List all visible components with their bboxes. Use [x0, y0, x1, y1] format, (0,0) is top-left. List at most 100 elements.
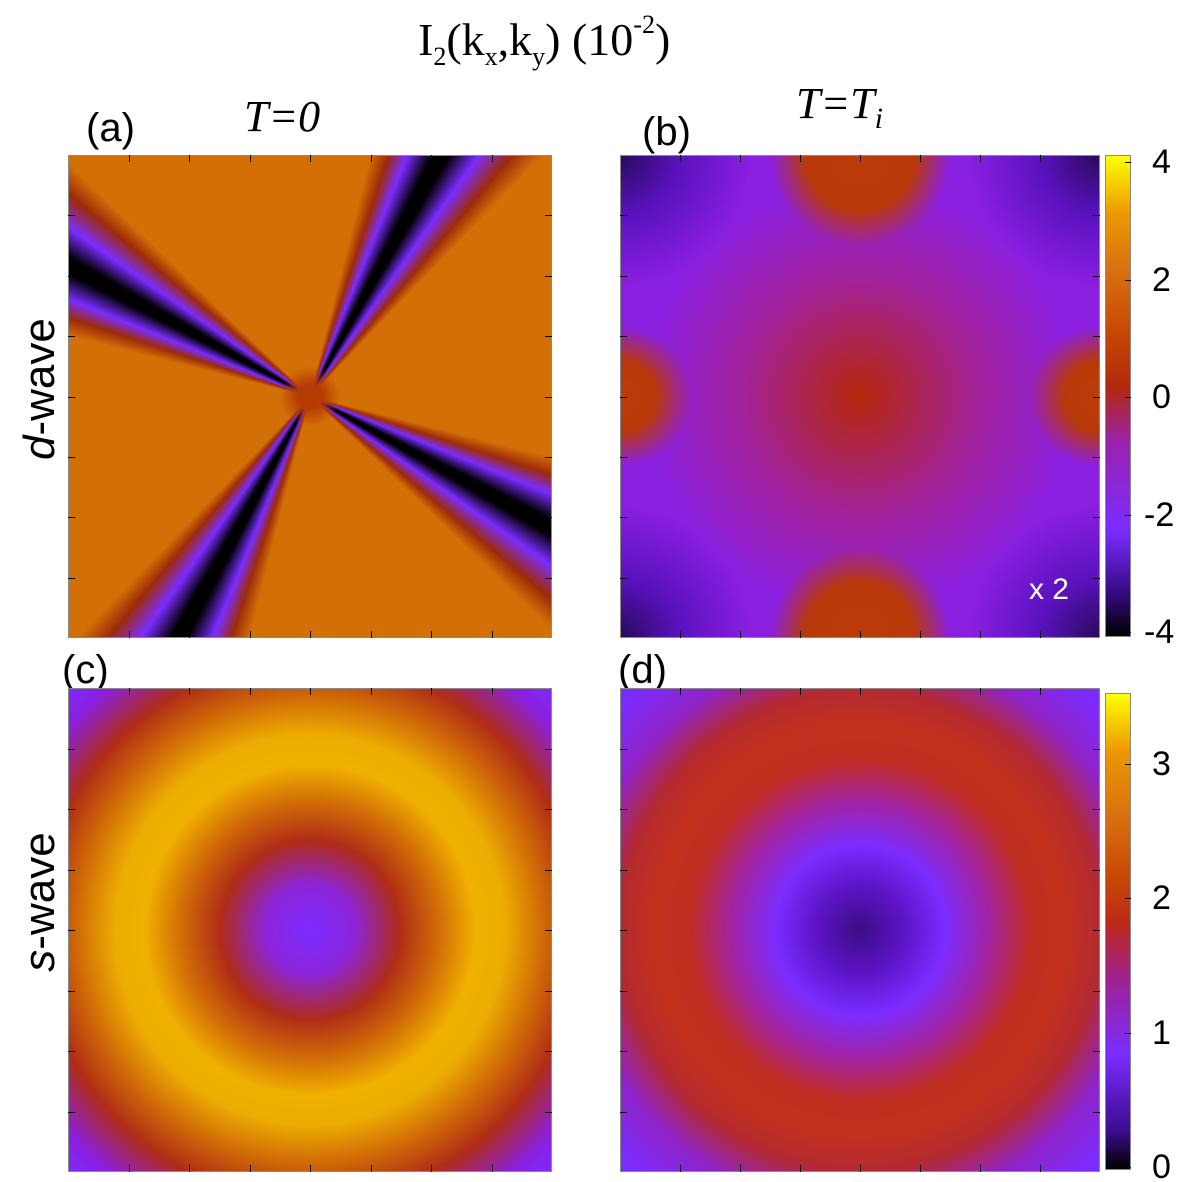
axis-tick: [1040, 1165, 1041, 1172]
axis-tick: [1093, 336, 1100, 338]
axis-tick: [740, 1165, 741, 1172]
axis-tick: [68, 517, 75, 519]
axis-tick: [680, 1165, 681, 1172]
axis-tick: [370, 688, 372, 695]
axis-tick: [920, 1165, 921, 1172]
axis-tick: [1093, 215, 1100, 217]
axis-tick: [249, 631, 251, 638]
axis-tick: [620, 336, 627, 338]
axis-tick: [1093, 990, 1100, 992]
axis-tick: [68, 990, 75, 992]
axis-tick: [1040, 688, 1041, 695]
colorbar-top-tick: [1125, 514, 1131, 516]
axis-tick: [68, 1111, 75, 1113]
colorbar-top-tick: [1125, 397, 1131, 398]
axis-tick: [545, 275, 552, 277]
axis-tick: [1093, 869, 1100, 871]
figure-title: I2(kx,ky) (10-2): [418, 10, 671, 71]
axis-tick: [545, 215, 552, 217]
axis-tick: [128, 688, 130, 695]
colorbar-top: [1105, 155, 1131, 637]
axis-tick: [431, 631, 432, 638]
axis-tick: [128, 155, 130, 162]
axis-tick: [620, 869, 627, 871]
axis-tick: [68, 456, 75, 458]
axis-tick: [1040, 631, 1041, 638]
row-label-s-wave: s-wave: [15, 832, 64, 972]
axis-tick: [491, 155, 493, 162]
axis-tick: [68, 748, 75, 750]
axis-tick: [980, 631, 981, 638]
axis-tick: [680, 155, 681, 162]
panel-label-b: (b): [642, 110, 691, 154]
axis-tick: [800, 155, 801, 162]
colorbar-top-tick-label: -2: [1144, 495, 1175, 534]
axis-tick: [545, 1051, 552, 1052]
axis-tick: [680, 631, 681, 638]
axis-tick: [68, 215, 75, 217]
colorbar-bottom-tick-label: 2: [1152, 879, 1171, 918]
colorbar-top-tick-label: 4: [1152, 143, 1171, 181]
axis-tick: [249, 1165, 251, 1172]
axis-tick: [545, 1111, 552, 1113]
colorbar-top-tick: [1125, 279, 1131, 281]
axis-tick: [620, 1051, 627, 1052]
axis-tick: [310, 1165, 311, 1172]
axis-tick: [545, 577, 552, 579]
colorbar-bottom-tick-label: 0: [1152, 1148, 1171, 1182]
colorbar-top-tick-label: 0: [1152, 378, 1171, 416]
axis-tick: [1093, 930, 1100, 931]
axis-tick: [431, 688, 432, 695]
panel-label-d: (d): [618, 648, 667, 692]
axis-tick: [249, 688, 251, 695]
axis-tick: [1093, 1051, 1100, 1052]
axis-tick: [431, 155, 432, 162]
axis-tick: [249, 155, 251, 162]
axis-tick: [491, 1165, 493, 1172]
axis-tick: [620, 215, 627, 217]
axis-tick: [545, 517, 552, 519]
axis-tick: [620, 930, 627, 931]
axis-tick: [128, 1165, 130, 1172]
axis-tick: [68, 336, 75, 338]
axis-tick: [620, 517, 627, 519]
axis-tick: [370, 631, 372, 638]
axis-tick: [68, 1051, 75, 1052]
axis-tick: [1093, 748, 1100, 750]
axis-tick: [310, 631, 311, 638]
multiplier-note: x 2: [1028, 573, 1069, 606]
axis-tick: [800, 688, 801, 695]
colorbar-bottom-tick: [1125, 898, 1131, 900]
axis-tick: [68, 869, 75, 871]
axis-tick: [545, 869, 552, 871]
axis-tick: [1093, 396, 1100, 398]
axis-tick: [310, 155, 311, 162]
axis-tick: [189, 688, 190, 695]
axis-tick: [620, 456, 627, 458]
axis-tick: [920, 631, 921, 638]
colorbar-bottom-tick: [1125, 1032, 1131, 1034]
axis-tick: [860, 155, 861, 162]
axis-tick: [68, 396, 75, 398]
axis-tick: [431, 1165, 432, 1172]
axis-tick: [545, 930, 552, 931]
axis-tick: [68, 930, 75, 931]
axis-tick: [1093, 456, 1100, 458]
colorbar-top-tick: [1125, 632, 1131, 633]
colorbar-bottom: [1105, 693, 1131, 1170]
axis-tick: [800, 631, 801, 638]
axis-tick: [545, 809, 552, 810]
axis-tick: [680, 688, 681, 695]
axis-tick: [545, 990, 552, 992]
axis-tick: [620, 396, 627, 398]
colorbar-top-tick-label: -4: [1144, 613, 1175, 651]
axis-tick: [620, 1111, 627, 1113]
axis-tick: [310, 688, 311, 695]
axis-tick: [491, 688, 493, 695]
axis-tick: [545, 336, 552, 338]
axis-tick: [740, 688, 741, 695]
axis-tick: [920, 155, 921, 162]
panel-label-c: (c): [62, 648, 109, 692]
axis-tick: [620, 809, 627, 810]
